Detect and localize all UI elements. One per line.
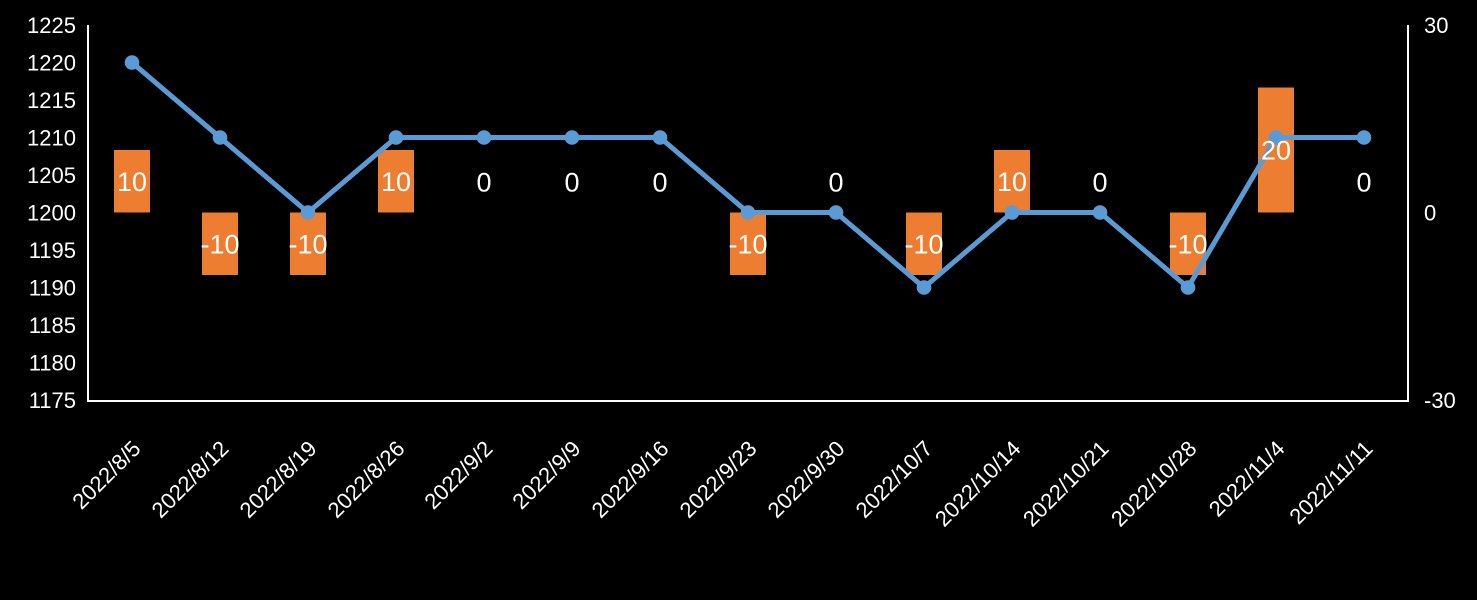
bar-data-label: 10 <box>381 167 411 197</box>
y-axis-right-label: -30 <box>1424 388 1456 413</box>
x-axis-label: 2022/9/16 <box>587 436 674 523</box>
change-bar <box>730 212 766 275</box>
y-axis-right-label: 30 <box>1424 13 1448 38</box>
x-axis-label: 2022/10/7 <box>851 436 938 523</box>
change-bar <box>114 150 150 213</box>
line-marker <box>652 130 668 145</box>
line-marker <box>828 205 844 220</box>
bar-data-label: 0 <box>564 168 579 198</box>
x-axis-label: 2022/8/5 <box>67 436 145 514</box>
x-axis-label: 2022/8/12 <box>147 436 234 523</box>
line-marker <box>124 55 140 70</box>
y-axis-left-label: 1215 <box>27 88 76 113</box>
change-bar <box>1258 87 1294 213</box>
y-axis-left-label: 1175 <box>29 388 76 413</box>
line-marker <box>300 205 316 220</box>
bar-data-label: -10 <box>288 229 327 259</box>
change-bar <box>202 212 238 275</box>
bar-data-label: 0 <box>652 168 667 198</box>
y-axis-left-label: 1185 <box>29 313 76 338</box>
y-axis-left-label: 1205 <box>27 163 76 188</box>
line-marker <box>476 130 492 145</box>
y-axis-left-label: 1195 <box>29 238 76 263</box>
line-marker <box>388 130 404 145</box>
bar-data-label: -10 <box>1168 229 1207 259</box>
y-axis-left-label: 1220 <box>27 51 76 76</box>
bar-data-label: 20 <box>1261 136 1291 166</box>
change-bar <box>378 150 414 213</box>
x-axis-label: 2022/9/23 <box>675 436 762 523</box>
y-axis-left-label: 1190 <box>29 276 76 301</box>
x-axis-label: 2022/9/2 <box>419 436 497 514</box>
bar-data-label: 10 <box>997 167 1027 197</box>
bar-data-label: 0 <box>1356 168 1371 198</box>
y-axis-left-label: 1225 <box>27 13 76 38</box>
bar-data-label: 0 <box>476 168 491 198</box>
bar-data-label: -10 <box>728 229 767 259</box>
x-axis-label: 2022/9/9 <box>507 436 585 514</box>
bar-data-label: -10 <box>904 229 943 259</box>
x-axis-label: 2022/8/19 <box>235 436 322 523</box>
line-marker <box>1356 130 1372 145</box>
line-marker <box>1004 205 1020 220</box>
y-axis-left-label: 1210 <box>27 126 76 151</box>
bar-data-label: 10 <box>117 167 147 197</box>
y-axis-right-label: 0 <box>1424 201 1436 226</box>
y-axis-left-label: 1180 <box>29 351 76 376</box>
x-axis-label: 2022/10/28 <box>1106 436 1202 532</box>
line-marker <box>916 280 932 295</box>
x-axis-label: 2022/10/14 <box>930 436 1026 532</box>
x-axis-label: 2022/10/21 <box>1018 436 1114 532</box>
line-marker <box>740 205 756 220</box>
bar-data-label: 0 <box>1092 168 1107 198</box>
line-marker <box>1092 205 1108 220</box>
x-axis-label: 2022/11/4 <box>1204 436 1290 522</box>
x-axis-label: 2022/9/30 <box>763 436 850 523</box>
bar-data-label: 0 <box>828 168 843 198</box>
x-axis-label: 2022/11/11 <box>1284 436 1377 529</box>
change-bar <box>994 150 1030 213</box>
change-bar <box>906 212 942 275</box>
bar-data-label: -10 <box>200 229 239 259</box>
line-marker <box>1180 280 1196 295</box>
x-axis-label: 2022/8/26 <box>323 436 410 523</box>
line-marker <box>564 130 580 145</box>
line-marker <box>1268 130 1284 145</box>
y-axis-left-label: 1200 <box>27 201 76 226</box>
change-bar <box>290 212 326 275</box>
line-marker <box>212 130 228 145</box>
